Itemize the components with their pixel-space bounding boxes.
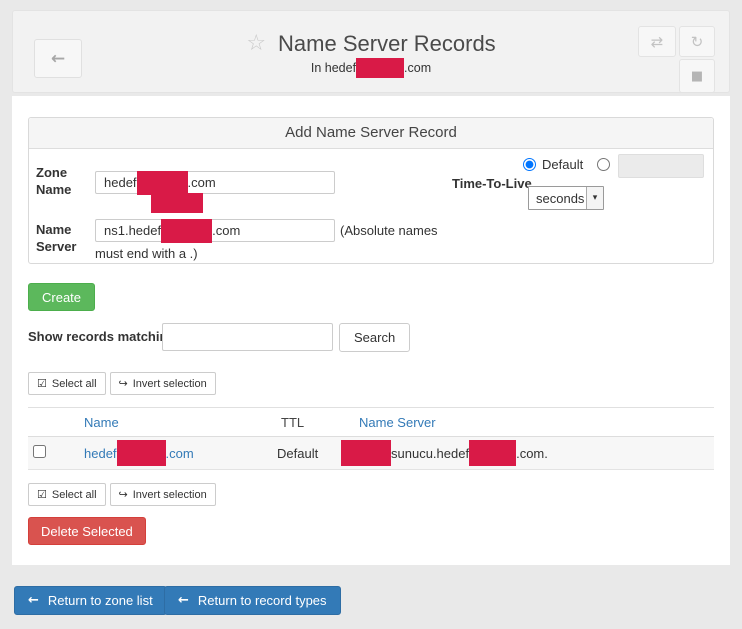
search-input[interactable] [162, 323, 333, 351]
checkbox-checked-icon: ☑ [37, 377, 47, 390]
invert-selection-label: Invert selection [132, 377, 207, 390]
stop-icon: ■ [690, 68, 704, 84]
ttl-custom-radio[interactable] [597, 158, 611, 171]
invert-arrow-icon: ↪ [118, 377, 128, 390]
redaction-box [116, 440, 166, 466]
ttl-value-input[interactable] [618, 154, 704, 178]
search-button[interactable]: Search [339, 323, 411, 352]
ttl-unit-select[interactable]: seconds ▾ [528, 186, 604, 210]
column-header-name[interactable]: Name [84, 414, 119, 430]
ttl-unit-value: seconds [536, 190, 585, 206]
record-ttl-value: Default [277, 445, 319, 461]
ttl-label: Time-To-Live [452, 176, 532, 191]
table-header-row: Name TTL Name Server [28, 407, 714, 437]
ns-value-suffix: .com [212, 223, 241, 238]
search-label: Show records matching: [28, 329, 180, 344]
page-title: Name Server Records [278, 31, 496, 56]
record-name-server-value: sunucu.hedef .com. [341, 440, 714, 466]
column-header-name-server[interactable]: Name Server [359, 414, 436, 430]
invert-arrow-icon: ↪ [118, 488, 128, 501]
selection-buttons-top: ☑ Select all ↪ Invert selection [28, 372, 216, 395]
ttl-radio-group: Default [523, 157, 616, 172]
column-header-ttl: TTL [281, 414, 305, 430]
row-ns-suffix: .com. [516, 445, 548, 461]
return-to-zone-list-label: Return to zone list [47, 593, 153, 608]
content-panel: Add Name Server Record Zone Name hedef .c… [12, 96, 730, 565]
return-to-record-types-label: Return to record types [197, 593, 327, 608]
subtitle-prefix: In hedef [310, 61, 357, 75]
chevron-down-icon: ▾ [586, 187, 603, 209]
module-config-button[interactable]: ⇄ [638, 26, 676, 57]
delete-selected-button[interactable]: Delete Selected [28, 517, 146, 545]
favorite-star-icon[interactable]: ☆ [246, 31, 267, 56]
return-to-record-types-button[interactable]: ← Return to record types [164, 586, 341, 615]
form-body: Zone Name hedef .com Time-To-Live Default… [29, 149, 713, 264]
left-arrow-icon: ← [178, 593, 189, 608]
refresh-button[interactable]: ↻ [679, 26, 715, 57]
refresh-icon: ↻ [690, 32, 704, 51]
select-all-label: Select all [51, 488, 97, 501]
absolute-names-note-line2: must end with a .) [95, 246, 198, 261]
subtitle-suffix: .com [404, 61, 432, 75]
redaction-box [161, 218, 213, 243]
zone-value-prefix: hedef [104, 175, 137, 190]
add-record-form: Add Name Server Record Zone Name hedef .c… [28, 117, 714, 264]
back-button[interactable]: ← [34, 39, 82, 78]
name-server-label: Name Server [36, 222, 77, 254]
page-subtitle: In hedef .com [13, 58, 729, 78]
redaction-box [341, 440, 391, 466]
invert-selection-button[interactable]: ↪ Invert selection [109, 372, 216, 395]
zone-name-input[interactable]: hedef .com [95, 170, 335, 195]
table-row: hedef .com Default sunucu.hedef .com. [28, 437, 714, 470]
row-checkbox[interactable] [33, 445, 46, 458]
row-ns-mid: sunucu.hedef [391, 445, 470, 461]
ns-value-prefix: ns1.hedef [104, 223, 162, 238]
name-server-input[interactable]: ns1.hedef .com [95, 218, 335, 243]
header-panel: ← ☆ Name Server Records In hedef .com ⇄ ↻… [12, 10, 730, 93]
left-arrow-icon: ← [28, 593, 39, 608]
invert-selection-button[interactable]: ↪ Invert selection [109, 483, 216, 506]
repeat-icon: ⇄ [650, 32, 664, 51]
redaction-box [356, 58, 405, 78]
zone-value-suffix: .com [187, 175, 216, 190]
invert-selection-label: Invert selection [132, 488, 207, 501]
select-all-button[interactable]: ☑ Select all [28, 483, 106, 506]
selection-buttons-bottom: ☑ Select all ↪ Invert selection [28, 483, 216, 506]
back-arrow-icon: ← [50, 48, 66, 69]
stop-button[interactable]: ■ [679, 59, 715, 93]
title-block: ☆ Name Server Records In hedef .com [13, 33, 729, 78]
zone-name-label: Zone Name [36, 165, 72, 197]
ttl-default-option-label: Default [542, 157, 584, 172]
redaction-box [151, 193, 203, 213]
select-all-button[interactable]: ☑ Select all [28, 372, 106, 395]
ttl-default-radio[interactable] [523, 158, 536, 171]
form-title: Add Name Server Record [29, 118, 713, 149]
redaction-box [136, 170, 188, 195]
record-name-link[interactable]: hedef .com [84, 440, 277, 466]
redaction-box [469, 440, 517, 466]
absolute-names-note-line1: (Absolute names [340, 223, 438, 238]
checkbox-checked-icon: ☑ [37, 488, 47, 501]
row-name-prefix: hedef [84, 445, 117, 461]
return-to-zone-list-button[interactable]: ← Return to zone list [14, 586, 167, 615]
records-table: Name TTL Name Server hedef .com Default s… [28, 407, 714, 470]
row-name-suffix: .com [165, 445, 194, 461]
select-all-label: Select all [51, 377, 97, 390]
create-button[interactable]: Create [28, 283, 96, 311]
